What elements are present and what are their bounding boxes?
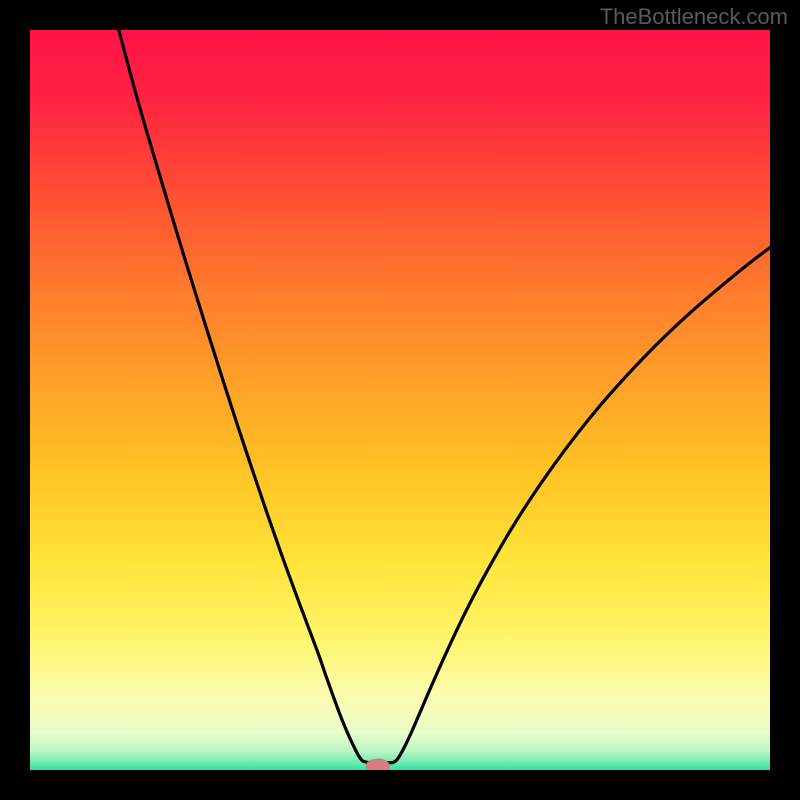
watermark-label: TheBottleneck.com xyxy=(600,4,788,30)
chart-container: TheBottleneck.com xyxy=(0,0,800,800)
chart-background xyxy=(30,30,770,770)
bottleneck-chart xyxy=(0,0,800,800)
